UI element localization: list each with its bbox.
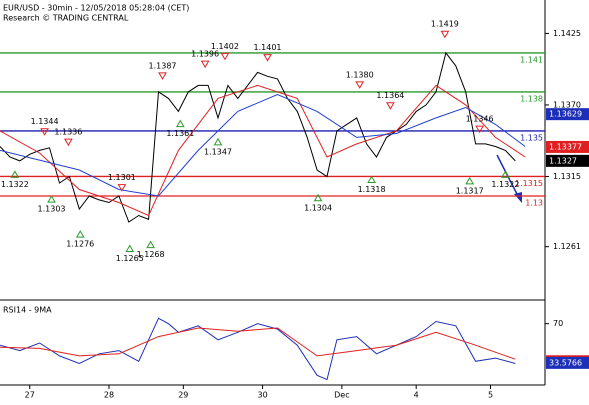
forecast-arrow-head [514, 192, 522, 203]
price-box [546, 154, 589, 167]
price-line [0, 51, 516, 223]
price-box [546, 356, 589, 369]
moving-average [0, 93, 526, 197]
moving-average [0, 84, 526, 217]
level-label: 1.138 [520, 94, 543, 103]
x-tick-label: 29 [178, 391, 188, 400]
level-label: 1.141 [520, 55, 543, 64]
rsi-line [0, 327, 516, 360]
chart-subtitle: Research © TRADING CENTRAL [3, 14, 129, 23]
swing-label: 1.1344 [31, 117, 59, 126]
price-box-label: 1.1327 [549, 156, 577, 165]
swing-label: 1.1322 [1, 180, 29, 189]
x-tick-label: 5 [488, 391, 493, 400]
swing-label: 1.1380 [346, 70, 374, 79]
x-tick-label: 27 [25, 391, 35, 400]
price-box [546, 108, 589, 121]
swing-marker [313, 193, 323, 202]
swing-label: 1.1347 [204, 147, 232, 156]
swing-label: 1.1364 [376, 91, 404, 100]
swing-label: 1.1419 [431, 20, 459, 29]
chart-title: EUR/USD - 30min - 12/05/2018 05:28:04 (C… [3, 4, 189, 13]
swing-marker [440, 30, 450, 39]
swing-label: 1.1303 [38, 205, 66, 214]
swing-label: 1.1317 [456, 186, 484, 195]
swing-label: 1.1304 [304, 203, 332, 212]
swing-marker [213, 137, 223, 146]
y-tick-label: 1.1315 [553, 172, 581, 181]
swing-marker [64, 138, 73, 147]
swing-label: 1.1301 [108, 173, 136, 182]
rsi-tick-label: 70 [553, 319, 563, 328]
swing-marker [355, 81, 365, 89]
x-tick-label: 30 [257, 391, 267, 400]
swing-marker [146, 240, 155, 249]
y-tick-label: 1.1261 [553, 242, 581, 251]
price-box-label: 1.13629 [549, 110, 582, 119]
swing-marker [158, 72, 167, 80]
x-tick-label: 28 [104, 391, 114, 400]
swing-label: 1.1387 [149, 61, 177, 70]
swing-marker [475, 125, 484, 134]
swing-marker [47, 195, 56, 203]
level-label: 1.135 [520, 133, 543, 142]
price-box [546, 140, 589, 153]
price-box-label: 1.13377 [549, 142, 582, 151]
swing-label: 1.1268 [137, 250, 165, 259]
swing-label: 1.1401 [254, 43, 282, 52]
swing-marker [75, 230, 85, 238]
swing-marker [10, 170, 20, 178]
swing-marker [40, 128, 49, 136]
swing-label: 1.1265 [116, 254, 144, 263]
y-tick-label: 1.1425 [553, 29, 581, 38]
swing-marker [200, 60, 210, 69]
swing-marker [465, 176, 475, 185]
level-label: 1.13 [525, 198, 543, 207]
swing-marker [125, 244, 135, 252]
price-box-label: 33.5766 [549, 358, 582, 367]
swing-label: 1.1336 [54, 128, 82, 137]
swing-marker [220, 52, 230, 61]
swing-label: 1.1361 [166, 129, 194, 138]
x-tick-label: 4 [414, 391, 419, 400]
swing-marker [175, 119, 185, 128]
swing-marker [367, 175, 376, 184]
x-tick-label: Dec [334, 391, 349, 400]
level-label: 1.1315 [515, 179, 543, 188]
swing-label: 1.1396 [191, 50, 219, 59]
rsi-title: RSI14 - 9MA [3, 306, 52, 315]
swing-marker [386, 102, 395, 110]
rsi-line [0, 317, 516, 381]
swing-marker [263, 54, 272, 62]
swing-label: 1.1346 [466, 115, 494, 124]
swing-label: 1.1402 [211, 42, 239, 51]
swing-label: 1.1322 [491, 180, 519, 189]
swing-marker [500, 170, 510, 178]
swing-label: 1.1318 [358, 185, 386, 194]
y-tick-label: 1.1370 [553, 100, 581, 109]
swing-marker [117, 184, 127, 192]
swing-label: 1.1276 [66, 240, 94, 249]
